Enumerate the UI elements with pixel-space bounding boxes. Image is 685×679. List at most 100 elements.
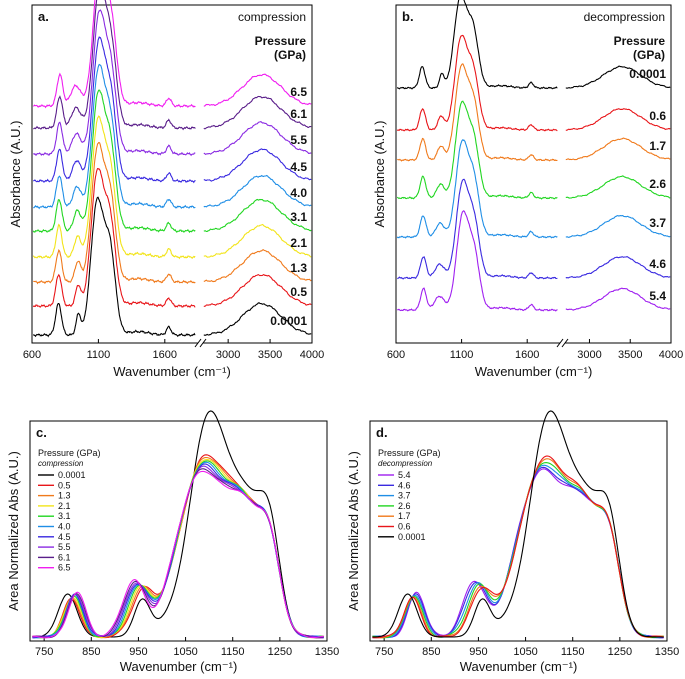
panel-d: 750 850 950 1050 1150 1250 1350 Wavenumber (cm⁻…	[346, 410, 679, 674]
x-tick-label: 1050	[513, 646, 537, 658]
x-tick-label: 750	[375, 646, 393, 658]
x-tick-label: 1250	[268, 646, 292, 658]
legend-title: Pressure (GPa)	[38, 448, 101, 458]
axis-break-mark	[194, 338, 202, 348]
spectrum-left-5.5	[33, 9, 196, 157]
normalized-curve-2.6	[372, 462, 664, 639]
pressure-label-0.0001: 0.0001	[629, 67, 666, 81]
spectrum-left-1.7	[397, 63, 558, 162]
panel-b: 600 1100 1600 3000 3500 4000 Wavenumber (cm⁻¹)…	[372, 0, 683, 379]
spectrum-left-4.6	[397, 178, 558, 280]
x-tick-label: 1100	[87, 349, 111, 361]
pressure-label-3.7: 3.7	[649, 216, 666, 230]
panel-tag: a.	[38, 9, 49, 24]
panel-tag: c.	[36, 425, 47, 440]
x-tick-label: 850	[82, 646, 100, 658]
legend-entry-2.1: 2.1	[58, 501, 71, 511]
normalized-curve-0.6	[372, 455, 664, 639]
pressure-label-5.5: 5.5	[290, 133, 307, 147]
x-tick-label: 600	[387, 349, 405, 361]
x-tick-label: 850	[422, 646, 440, 658]
normalized-curve-4.5	[32, 463, 324, 639]
y-axis-label: Absorbance (A.U.)	[8, 121, 23, 228]
spectrum-left-5.4	[397, 210, 558, 312]
legend-entry-6.1: 6.1	[58, 552, 71, 562]
spectrum-right-5.4	[565, 287, 671, 311]
pressure-label-0.0001: 0.0001	[270, 314, 307, 328]
panel-a: 600 1100 1600 3000 3500 4000 Wavenumber (cm⁻¹)…	[8, 0, 324, 379]
panel-title: decompression	[584, 10, 665, 24]
x-tick-label: 950	[469, 646, 487, 658]
x-axis-label: Wavenumber (cm⁻¹)	[475, 364, 593, 379]
x-tick-label: 4000	[659, 349, 683, 361]
spectrum-left-6.5	[32, 0, 196, 109]
legend-entry-4.6: 4.6	[398, 480, 411, 490]
axis-break-mark	[561, 338, 569, 348]
spectrum-right-4.5	[203, 148, 312, 182]
spectrum-right-0.6	[565, 108, 671, 131]
panel-title: compression	[238, 10, 306, 24]
panel-c: 750 850 950 1050 1150 1250 1350 Wavenumber (cm⁻…	[6, 410, 339, 674]
normalized-curve-0.5	[32, 454, 324, 639]
y-axis-label: Absorbance (A.U.)	[372, 121, 387, 228]
spectrum-left-2.6	[396, 100, 558, 200]
normalized-curve-3.1	[32, 460, 324, 639]
pressure-label-1.3: 1.3	[290, 261, 307, 275]
plot-frame	[29, 420, 328, 642]
legend-entry-3.7: 3.7	[398, 491, 411, 501]
spectrum-right-2.6	[565, 175, 671, 199]
axis-break-mark	[556, 338, 564, 348]
spectrum-right-1.3	[203, 249, 312, 283]
normalized-curve-4.0	[32, 461, 324, 639]
spectrum-left-2.1	[32, 115, 196, 260]
normalized-curve-6.1	[32, 468, 324, 639]
x-tick-label: 950	[129, 646, 147, 658]
normalized-curve-5.5	[32, 465, 324, 639]
plot-frame	[395, 4, 672, 344]
legend-entry-6.5: 6.5	[58, 563, 71, 573]
axis-break-gap	[198, 339, 203, 347]
x-axis-label: Wavenumber (cm⁻¹)	[120, 659, 238, 674]
legend-title: Pressure	[255, 34, 307, 48]
panel-tag: d.	[376, 425, 388, 440]
x-tick-label: 1100	[450, 349, 474, 361]
spectrum-left-0.5	[32, 167, 196, 309]
pressure-label-6.1: 6.1	[290, 107, 307, 121]
x-tick-label: 750	[35, 646, 53, 658]
x-tick-label: 1600	[515, 349, 539, 361]
plot-frame	[31, 4, 313, 344]
spectrum-left-1.3	[33, 141, 196, 285]
pressure-label-2.1: 2.1	[290, 236, 307, 250]
plot-frame	[369, 420, 668, 642]
pressure-label-4.0: 4.0	[290, 186, 307, 200]
x-tick-label: 1350	[655, 646, 679, 658]
y-axis-label: Area Normalized Abs (A.U.)	[346, 451, 361, 611]
normalized-curve-6.5	[32, 470, 324, 639]
spectrum-right-3.7	[565, 215, 671, 238]
x-tick-label: 4000	[300, 349, 324, 361]
panel-tag: b.	[402, 9, 414, 24]
pressure-label-0.6: 0.6	[649, 109, 666, 123]
spectrum-right-4.0	[203, 174, 312, 208]
spectrum-right-3.1	[203, 198, 312, 233]
x-tick-label: 1250	[608, 646, 632, 658]
axis-break-mark	[199, 338, 207, 348]
x-tick-label: 3500	[258, 349, 282, 361]
legend-entry-4.5: 4.5	[58, 532, 71, 542]
spectrum-left-3.7	[396, 139, 558, 239]
spectrum-right-4.6	[565, 255, 671, 279]
normalized-curve-0.0001	[372, 410, 664, 638]
spectrum-right-6.1	[203, 95, 312, 130]
legend-title: Pressure	[614, 34, 666, 48]
normalized-curve-5.4	[372, 468, 664, 639]
x-tick-label: 3500	[618, 349, 642, 361]
legend-title: (GPa)	[274, 48, 306, 62]
spectrum-left-6.1	[33, 0, 196, 131]
x-tick-label: 1150	[221, 646, 245, 658]
spectrum-right-0.5	[203, 273, 312, 308]
x-tick-label: 3000	[216, 349, 240, 361]
legend-entry-1.7: 1.7	[398, 511, 411, 521]
pressure-label-4.6: 4.6	[649, 257, 666, 271]
pressure-label-4.5: 4.5	[290, 160, 307, 174]
axis-break-gap	[560, 339, 565, 347]
